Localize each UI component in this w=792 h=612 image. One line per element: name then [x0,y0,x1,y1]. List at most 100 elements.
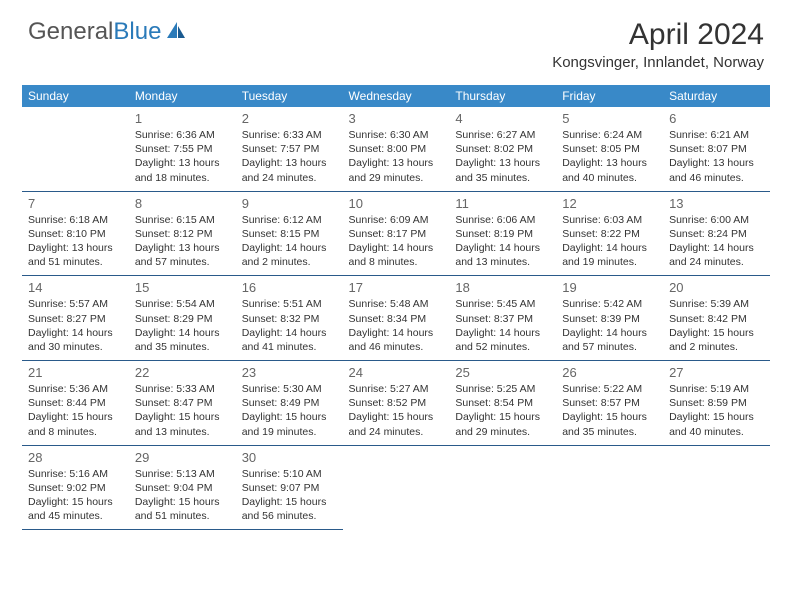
daylight-line: Daylight: 15 hours [455,410,550,424]
daylight-line: and 35 minutes. [562,425,657,439]
day-number: 25 [455,365,550,380]
daylight-line: Daylight: 14 hours [242,241,337,255]
daylight-line: Daylight: 14 hours [669,241,764,255]
day-number: 3 [349,111,444,126]
sunrise-line: Sunrise: 6:30 AM [349,128,444,142]
daylight-line: and 24 minutes. [349,425,444,439]
sunrise-line: Sunrise: 6:36 AM [135,128,230,142]
sunrise-line: Sunrise: 5:39 AM [669,297,764,311]
day-number: 1 [135,111,230,126]
calendar-day-cell [556,445,663,530]
day-number: 5 [562,111,657,126]
sunset-line: Sunset: 8:17 PM [349,227,444,241]
day-number: 14 [28,280,123,295]
daylight-line: Daylight: 14 hours [562,241,657,255]
calendar-day-cell: 4Sunrise: 6:27 AMSunset: 8:02 PMDaylight… [449,107,556,191]
calendar-week-row: 14Sunrise: 5:57 AMSunset: 8:27 PMDayligh… [22,276,770,361]
daylight-line: Daylight: 13 hours [349,156,444,170]
daylight-line: Daylight: 15 hours [28,410,123,424]
weekday-header: Monday [129,85,236,107]
calendar-day-cell: 5Sunrise: 6:24 AMSunset: 8:05 PMDaylight… [556,107,663,191]
sunset-line: Sunset: 9:04 PM [135,481,230,495]
daylight-line: and 8 minutes. [349,255,444,269]
calendar-day-cell: 20Sunrise: 5:39 AMSunset: 8:42 PMDayligh… [663,276,770,361]
daylight-line: Daylight: 15 hours [28,495,123,509]
daylight-line: and 51 minutes. [28,255,123,269]
daylight-line: Daylight: 15 hours [669,410,764,424]
sunrise-line: Sunrise: 6:21 AM [669,128,764,142]
day-number: 6 [669,111,764,126]
daylight-line: Daylight: 13 hours [242,156,337,170]
sunrise-line: Sunrise: 6:12 AM [242,213,337,227]
day-number: 11 [455,196,550,211]
weekday-header: Sunday [22,85,129,107]
daylight-line: and 13 minutes. [455,255,550,269]
day-number: 9 [242,196,337,211]
calendar-day-cell: 2Sunrise: 6:33 AMSunset: 7:57 PMDaylight… [236,107,343,191]
daylight-line: and 40 minutes. [669,425,764,439]
daylight-line: Daylight: 15 hours [135,410,230,424]
day-number: 19 [562,280,657,295]
sunset-line: Sunset: 9:02 PM [28,481,123,495]
logo-text-blue: Blue [113,18,161,45]
sunrise-line: Sunrise: 6:09 AM [349,213,444,227]
sunset-line: Sunset: 8:44 PM [28,396,123,410]
month-title: April 2024 [552,18,764,52]
sunset-line: Sunset: 9:07 PM [242,481,337,495]
daylight-line: Daylight: 14 hours [455,241,550,255]
daylight-line: Daylight: 14 hours [349,241,444,255]
day-number: 10 [349,196,444,211]
calendar-day-cell: 26Sunrise: 5:22 AMSunset: 8:57 PMDayligh… [556,361,663,446]
sunset-line: Sunset: 8:59 PM [669,396,764,410]
sunrise-line: Sunrise: 5:27 AM [349,382,444,396]
calendar-day-cell: 8Sunrise: 6:15 AMSunset: 8:12 PMDaylight… [129,191,236,276]
daylight-line: and 57 minutes. [562,340,657,354]
day-number: 23 [242,365,337,380]
day-number: 18 [455,280,550,295]
sunset-line: Sunset: 8:27 PM [28,312,123,326]
day-number: 16 [242,280,337,295]
sunrise-line: Sunrise: 5:45 AM [455,297,550,311]
sunset-line: Sunset: 8:15 PM [242,227,337,241]
sail-icon [165,20,187,45]
sunrise-line: Sunrise: 5:51 AM [242,297,337,311]
daylight-line: and 35 minutes. [135,340,230,354]
daylight-line: and 41 minutes. [242,340,337,354]
sunrise-line: Sunrise: 6:18 AM [28,213,123,227]
sunrise-line: Sunrise: 6:33 AM [242,128,337,142]
sunrise-line: Sunrise: 5:30 AM [242,382,337,396]
sunset-line: Sunset: 7:55 PM [135,142,230,156]
day-number: 8 [135,196,230,211]
sunset-line: Sunset: 8:22 PM [562,227,657,241]
daylight-line: and 29 minutes. [349,171,444,185]
daylight-line: Daylight: 13 hours [669,156,764,170]
sunrise-line: Sunrise: 5:13 AM [135,467,230,481]
sunset-line: Sunset: 8:47 PM [135,396,230,410]
daylight-line: and 24 minutes. [242,171,337,185]
calendar-week-row: 21Sunrise: 5:36 AMSunset: 8:44 PMDayligh… [22,361,770,446]
sunset-line: Sunset: 8:34 PM [349,312,444,326]
daylight-line: and 2 minutes. [242,255,337,269]
sunrise-line: Sunrise: 5:48 AM [349,297,444,311]
sunset-line: Sunset: 8:39 PM [562,312,657,326]
sunrise-line: Sunrise: 5:33 AM [135,382,230,396]
day-number: 13 [669,196,764,211]
calendar-day-cell: 6Sunrise: 6:21 AMSunset: 8:07 PMDaylight… [663,107,770,191]
calendar-day-cell: 17Sunrise: 5:48 AMSunset: 8:34 PMDayligh… [343,276,450,361]
daylight-line: Daylight: 14 hours [455,326,550,340]
sunset-line: Sunset: 8:12 PM [135,227,230,241]
sunset-line: Sunset: 8:52 PM [349,396,444,410]
sunset-line: Sunset: 8:00 PM [349,142,444,156]
calendar-day-cell: 23Sunrise: 5:30 AMSunset: 8:49 PMDayligh… [236,361,343,446]
daylight-line: Daylight: 13 hours [135,156,230,170]
daylight-line: and 29 minutes. [455,425,550,439]
sunrise-line: Sunrise: 6:15 AM [135,213,230,227]
daylight-line: and 51 minutes. [135,509,230,523]
daylight-line: Daylight: 15 hours [242,410,337,424]
calendar-day-cell [343,445,450,530]
sunset-line: Sunset: 7:57 PM [242,142,337,156]
daylight-line: and 40 minutes. [562,171,657,185]
calendar-day-cell: 30Sunrise: 5:10 AMSunset: 9:07 PMDayligh… [236,445,343,530]
sunset-line: Sunset: 8:42 PM [669,312,764,326]
sunrise-line: Sunrise: 6:03 AM [562,213,657,227]
